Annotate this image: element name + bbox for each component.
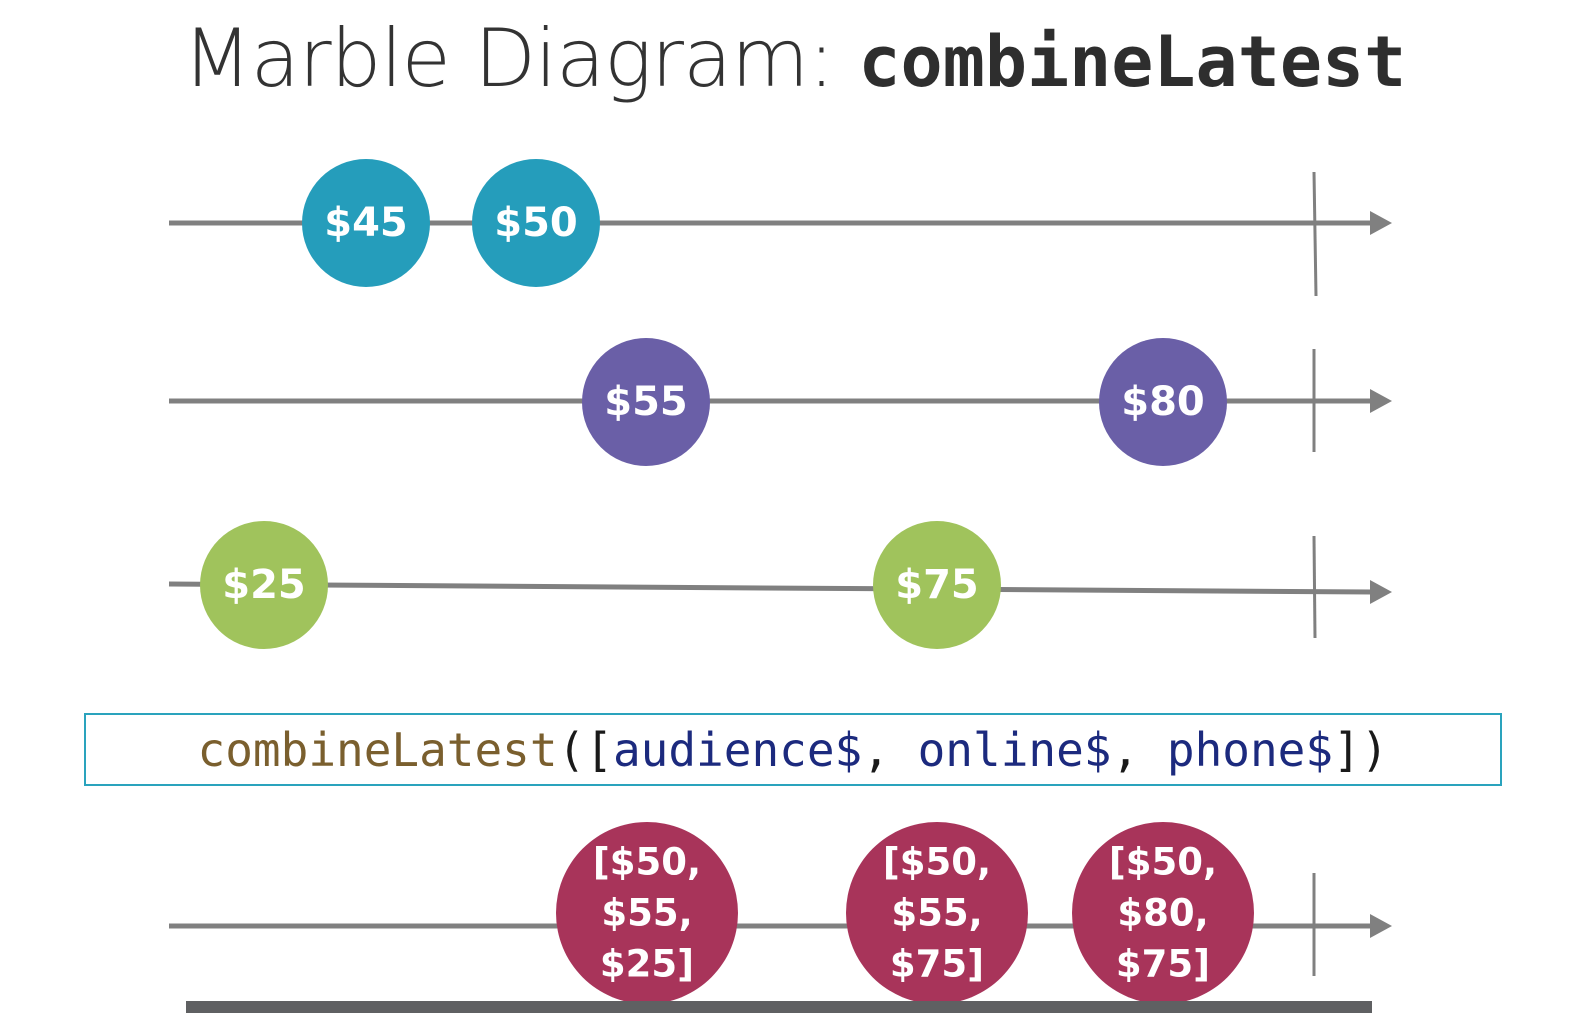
complete-mark-phone — [1312, 535, 1317, 639]
code-arg-audience: audience$ — [612, 722, 863, 777]
page-title: Marble Diagram: combineLatest — [0, 12, 1589, 105]
marble-phone-1: $25 — [200, 521, 328, 649]
result-marble-1: [$50, $55, $25] — [556, 822, 738, 1004]
marble-label: $50 — [494, 200, 578, 246]
timeline-phone — [168, 581, 1373, 595]
video-progress-bar[interactable] — [186, 1001, 1372, 1013]
complete-mark-audience — [1312, 171, 1318, 297]
code-open-bracket: ([ — [557, 722, 613, 777]
result-label-line: $25] — [600, 943, 694, 986]
stream-audience: $45 $50 — [169, 159, 1392, 297]
marble-label: $25 — [222, 562, 306, 608]
operator-code-box: combineLatest([audience$, online$, phone… — [84, 713, 1502, 786]
result-label-line: $75] — [1116, 943, 1210, 986]
arrowhead-result — [1370, 914, 1392, 938]
result-label-line: $55, — [891, 892, 982, 935]
arrowhead-online — [1370, 389, 1392, 413]
result-label-line: [$50, — [1109, 841, 1217, 884]
code-separator: , — [862, 722, 918, 777]
code-function-name: combineLatest — [197, 722, 558, 777]
marble-phone-2: $75 — [873, 521, 1001, 649]
arrowhead-audience — [1370, 211, 1392, 235]
code-arg-online: online$ — [917, 722, 1112, 777]
marble-audience-1: $45 — [302, 159, 430, 287]
result-label-line: $80, — [1117, 892, 1208, 935]
code-arg-phone: phone$ — [1166, 722, 1334, 777]
arrowhead-phone — [1370, 580, 1392, 604]
marble-online-1: $55 — [582, 338, 710, 466]
marble-label: $55 — [604, 379, 688, 425]
result-marble-2: [$50, $55, $75] — [846, 822, 1028, 1004]
result-label-line: $75] — [890, 943, 984, 986]
title-operator: combineLatest — [858, 21, 1407, 103]
marble-label: $80 — [1121, 379, 1205, 425]
marble-audience-2: $50 — [472, 159, 600, 287]
code-close-bracket: ]) — [1333, 722, 1389, 777]
result-marble-3: [$50, $80, $75] — [1072, 822, 1254, 1004]
title-prefix: Marble Diagram: — [182, 12, 859, 105]
result-label-line: [$50, — [883, 841, 991, 884]
stream-online: $55 $80 — [169, 338, 1392, 466]
stream-phone: $25 $75 — [168, 521, 1392, 649]
code-separator: , — [1111, 722, 1167, 777]
result-label-line: [$50, — [593, 841, 701, 884]
marble-online-2: $80 — [1099, 338, 1227, 466]
stream-result: [$50, $55, $25] [$50, $55, $75] [$50, $8… — [169, 822, 1392, 1004]
marble-label: $75 — [895, 562, 979, 608]
result-label-line: $55, — [601, 892, 692, 935]
marble-label: $45 — [324, 200, 408, 246]
